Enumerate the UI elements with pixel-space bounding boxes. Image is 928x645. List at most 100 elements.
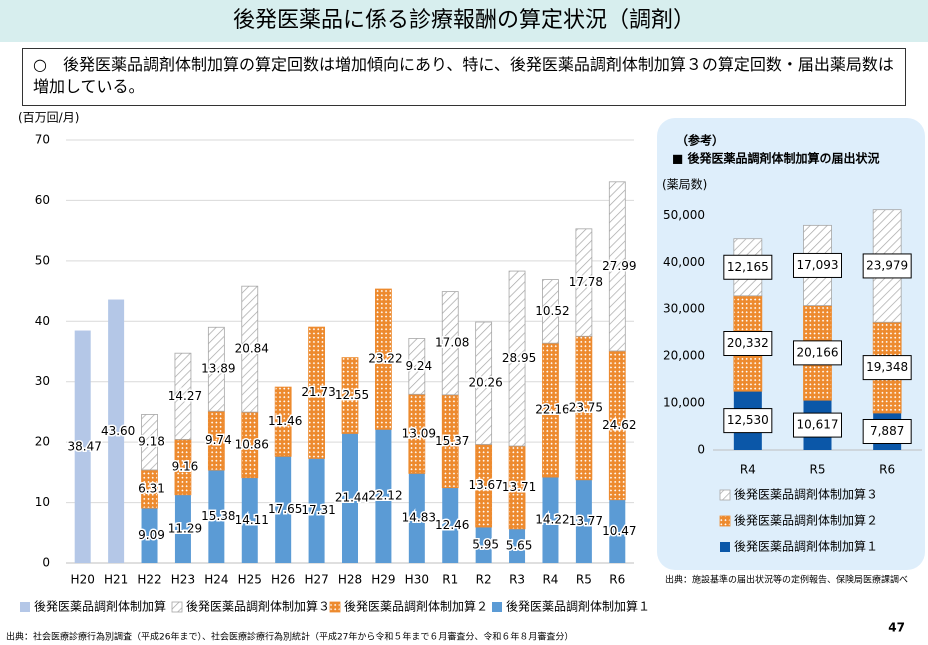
data-label: 9.16 — [172, 460, 199, 474]
legend-label: 後発医薬品調剤体制加算１ — [734, 539, 878, 554]
y-tick-label: 70 — [35, 133, 50, 147]
label-box — [723, 254, 773, 280]
x-tick-label: H20 — [71, 573, 95, 587]
bar-segment — [575, 228, 593, 337]
x-tick-label: R2 — [476, 573, 492, 587]
data-label: 12,165 — [727, 260, 769, 274]
bar-segment — [608, 181, 626, 352]
bar-segment — [542, 477, 559, 563]
x-tick-label: R4 — [542, 573, 558, 587]
x-tick-label: H25 — [238, 573, 262, 587]
data-label: 21.44 — [335, 491, 369, 505]
data-label: 20.84 — [235, 342, 269, 356]
x-tick-label: H26 — [271, 573, 295, 587]
bar-segment — [442, 487, 459, 563]
y-tick-label: 40,000 — [663, 255, 705, 269]
x-tick-label: R1 — [442, 573, 458, 587]
bar-segment — [475, 321, 493, 445]
y-axis-label: (百万回/月) — [18, 111, 79, 125]
label-box — [793, 252, 842, 278]
legend-swatch — [329, 601, 341, 613]
y-tick-label: 10,000 — [663, 396, 705, 410]
data-label: 6.31 — [138, 482, 165, 496]
data-label: 24.62 — [602, 418, 636, 432]
label-box — [723, 331, 773, 357]
y-tick-label: 0 — [697, 443, 705, 457]
label-box — [793, 340, 842, 366]
bar-segment — [241, 477, 258, 563]
bar-segment — [141, 508, 158, 563]
data-label: 13.89 — [201, 362, 235, 376]
bar-segment — [141, 414, 158, 471]
x-tick-label: H30 — [405, 573, 429, 587]
data-label: 22.16 — [535, 403, 569, 417]
data-label: 12.46 — [435, 518, 469, 532]
data-label: 14.83 — [402, 511, 436, 525]
bar-segment — [342, 433, 358, 563]
bar-segment — [208, 470, 225, 563]
data-label: 9.18 — [138, 435, 165, 449]
bar-segment — [408, 338, 426, 395]
data-label: 12,530 — [727, 413, 769, 427]
x-tick-label: H27 — [304, 573, 328, 587]
bar-segment — [174, 352, 192, 440]
y-tick-label: 20 — [35, 435, 50, 449]
chart: (百万回/月) 出典：社会医療診療行為別調査（平成26年まで）、社会医療診療行為別… — [6, 111, 650, 643]
legend-label: 後発医薬品調剤体制加算３ — [734, 487, 878, 502]
data-label: 12.55 — [335, 388, 369, 402]
bar-segment — [241, 285, 259, 413]
data-label: 13.09 — [402, 426, 436, 440]
y-tick-label: 20,000 — [663, 349, 705, 363]
y-tick-label: 30,000 — [663, 302, 705, 316]
data-label: 9.09 — [138, 528, 165, 542]
data-label: 5.65 — [506, 538, 533, 552]
bar-segment — [408, 473, 425, 563]
x-tick-label: H22 — [137, 573, 161, 587]
data-label: 20,166 — [797, 345, 839, 359]
y-tick-label: 50 — [35, 253, 50, 267]
source-note: 出典：社会医療診療行為別調査（平成26年まで）、社会医療診療行為別統計（平成27… — [6, 631, 573, 643]
data-label: 22.12 — [368, 489, 402, 503]
data-label: 14.22 — [535, 513, 569, 527]
y-tick-label: 40 — [35, 314, 50, 328]
data-label: 17,093 — [797, 258, 839, 272]
page-number: 47 — [888, 621, 905, 635]
legend-label: 後発医薬品調剤体制加算２ — [734, 513, 878, 528]
legend-swatch — [719, 489, 731, 501]
data-label: 9.74 — [205, 433, 232, 447]
title: 後発医薬品に係る診療報酬の算定状況（調剤） — [0, 0, 928, 42]
data-label: 15.38 — [201, 509, 235, 523]
data-label: 17.31 — [301, 503, 335, 517]
data-label: 20.26 — [468, 376, 502, 390]
y-tick-label: 30 — [35, 374, 50, 388]
data-label: 9.24 — [405, 359, 432, 373]
data-label: 13.77 — [569, 514, 603, 528]
data-label: 17.78 — [569, 275, 603, 289]
bar-segment — [341, 357, 359, 434]
data-label: 21.73 — [301, 385, 335, 399]
x-tick-label: R5 — [810, 463, 826, 477]
data-label: 7,887 — [870, 424, 904, 438]
bar-segment — [207, 326, 225, 412]
data-label: 10.52 — [535, 304, 569, 318]
data-label: 11.46 — [268, 414, 302, 428]
data-label: 17.08 — [435, 336, 469, 350]
bar-segment — [275, 456, 292, 563]
legend-swatch — [719, 515, 731, 527]
chart: （参考） ■ 後発医薬品調剤体制加算の届出状況 (薬局数) 出典：施設基準の届出状況等… — [662, 133, 922, 586]
source-note: 出典：施設基準の届出状況等の定例報告、保険局医療課調べ — [665, 574, 908, 586]
x-tick-label: R5 — [576, 573, 592, 587]
x-tick-label: H29 — [371, 573, 395, 587]
data-label: 28.95 — [502, 351, 536, 365]
data-label: 20,332 — [727, 336, 769, 350]
x-tick-label: R6 — [879, 463, 895, 477]
data-label: 13.67 — [468, 478, 502, 492]
bar-segment — [575, 479, 592, 563]
bar-segment — [74, 330, 91, 563]
data-label: 43.60 — [101, 424, 135, 438]
data-label: 11.29 — [168, 521, 202, 535]
x-tick-label: R4 — [740, 463, 756, 477]
data-label: 10.86 — [235, 437, 269, 451]
bar-segment — [475, 527, 492, 563]
